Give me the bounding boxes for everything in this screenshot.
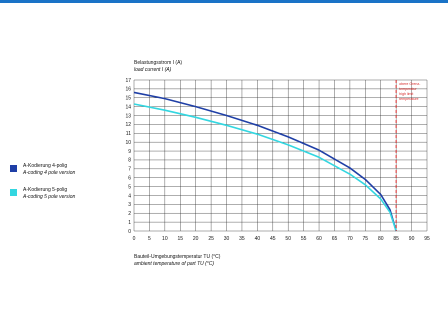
y-tick-label-11: 11	[126, 131, 131, 137]
legend-label-5pole-en: A-coding 5 pole version	[23, 193, 76, 200]
x-tick-label-15: 15	[177, 236, 183, 242]
y-tick-label-5: 5	[128, 184, 131, 190]
limit-annotation-line-0: obere Grenz-	[399, 82, 421, 86]
legend-item-5pole: A-Kodierung 5-polig A-coding 5 pole vers…	[10, 187, 128, 211]
y-tick-label-6: 6	[128, 176, 131, 182]
x-tick-label-20: 20	[193, 236, 199, 242]
x-tick-label-75: 75	[363, 236, 369, 242]
x-tick-label-35: 35	[239, 236, 245, 242]
y-tick-label-9: 9	[128, 149, 131, 155]
legend-item-4pole: A-Kodierung 4-polig A-coding 4 pole vers…	[10, 163, 128, 187]
y-tick-label-3: 3	[128, 202, 131, 208]
limit-annotation-line-1: temperatur	[399, 87, 417, 91]
legend-label-4pole-de: A-Kodierung 4-polig	[23, 163, 68, 169]
y-tick-label-1: 1	[128, 220, 131, 226]
y-tick-label-17: 17	[125, 78, 131, 84]
x-tick-label-55: 55	[301, 236, 307, 242]
x-tick-label-85: 85	[393, 236, 399, 242]
limit-annotation-line-2: high limit	[399, 92, 413, 96]
y-tick-label-10: 10	[125, 140, 131, 146]
x-tick-label-65: 65	[332, 236, 338, 242]
y-tick-label-4: 4	[128, 193, 131, 199]
x-tick-label-10: 10	[162, 236, 168, 242]
x-tick-label-60: 60	[316, 236, 322, 242]
y-tick-label-12: 12	[125, 122, 131, 128]
x-tick-label-30: 30	[224, 236, 230, 242]
legend-swatch-4pole	[10, 165, 17, 172]
x-axis-label-de: Bauteil-Umgebungstemperatur TU (°C)	[134, 254, 221, 260]
series-line-5pole	[133, 103, 397, 232]
y-tick-label-14: 14	[125, 104, 131, 110]
header-bar	[0, 0, 448, 3]
y-tick-label-2: 2	[128, 211, 131, 217]
x-tick-label-40: 40	[255, 236, 261, 242]
y-tick-label-7: 7	[128, 167, 131, 173]
y-tick-label-15: 15	[125, 96, 131, 102]
legend-label-4pole-en: A-coding 4 pole version	[23, 169, 76, 176]
chart-series	[133, 91, 397, 232]
x-tick-label-45: 45	[270, 236, 276, 242]
x-tick-label-0: 0	[133, 236, 136, 242]
x-tick-label-90: 90	[409, 236, 415, 242]
limit-annotation-line-3: temperature	[399, 97, 418, 101]
y-axis-label-de: Belastungsstrom I (A)	[134, 60, 182, 66]
chart-grid	[133, 79, 428, 232]
x-tick-labels: 0 5 10 15 20 25 30 35 40 45 50 55 60 65 70 75 80 85 90 95	[133, 236, 430, 242]
series-line-4pole	[133, 91, 397, 232]
x-tick-label-5: 5	[148, 236, 151, 242]
y-tick-label-0: 0	[128, 229, 131, 235]
y-tick-label-13: 13	[125, 113, 131, 119]
x-tick-label-80: 80	[378, 236, 384, 242]
x-tick-label-25: 25	[208, 236, 214, 242]
legend-swatch-5pole	[10, 189, 17, 196]
x-axis-label-en: ambient temperature of part TU (°C)	[134, 261, 214, 267]
legend-label-5pole-de: A-Kodierung 5-polig	[23, 187, 68, 193]
x-tick-label-50: 50	[285, 236, 291, 242]
y-tick-label-16: 16	[125, 87, 131, 93]
y-axis-label-en: load current I (A)	[134, 67, 172, 73]
x-tick-label-70: 70	[347, 236, 353, 242]
x-tick-label-95: 95	[424, 236, 430, 242]
chart-legend: A-Kodierung 4-polig A-coding 4 pole vers…	[10, 163, 128, 211]
y-tick-label-8: 8	[128, 158, 131, 164]
